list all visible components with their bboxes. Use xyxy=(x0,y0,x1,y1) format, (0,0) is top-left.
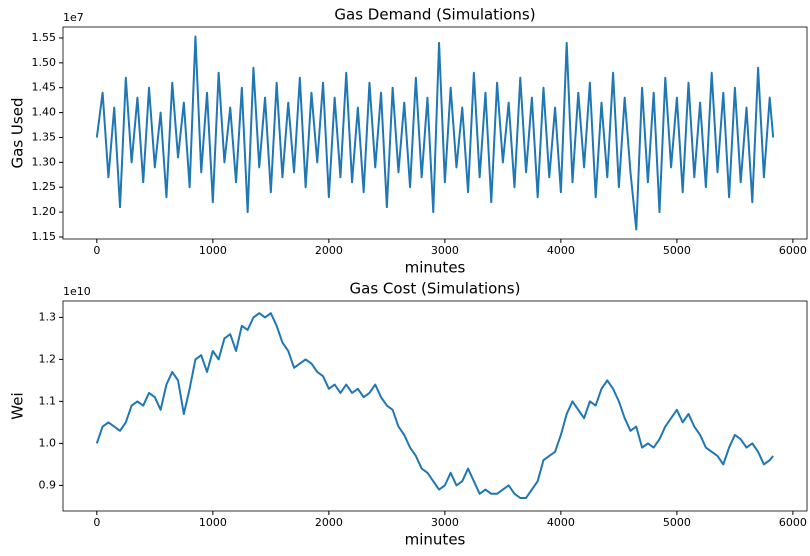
x-tick-label: 4000 xyxy=(547,516,575,529)
y-tick-label: 1.30 xyxy=(32,155,57,168)
axes-frame xyxy=(62,26,808,240)
chart-title: Gas Demand (Simulations) xyxy=(334,6,535,24)
y-tick-label: 1.25 xyxy=(32,180,57,193)
y-tick-label: 0.9 xyxy=(39,478,57,491)
y-tick-label: 1.35 xyxy=(32,130,57,143)
y-tick-label: 1.40 xyxy=(32,106,57,119)
y-tick-label: 1.50 xyxy=(32,56,57,69)
y-offset-label: 1e7 xyxy=(63,11,84,24)
x-tick-label: 1000 xyxy=(199,516,227,529)
data-line xyxy=(95,35,775,231)
x-axis-label: minutes xyxy=(405,531,466,549)
x-tick-label: 1000 xyxy=(199,244,227,257)
x-tick-label: 3000 xyxy=(431,244,459,257)
x-tick-label: 6000 xyxy=(779,516,807,529)
y-offset-label: 1e10 xyxy=(63,285,91,298)
x-tick-label: 0 xyxy=(93,516,100,529)
y-tick-label: 1.1 xyxy=(39,394,57,407)
y-tick-label: 1.15 xyxy=(32,230,57,243)
x-tick-label: 5000 xyxy=(663,244,691,257)
x-tick-label: 2000 xyxy=(315,244,343,257)
x-tick-label: 2000 xyxy=(315,516,343,529)
data-line xyxy=(95,312,774,499)
y-tick-label: 1.55 xyxy=(32,31,57,44)
y-tick-label: 1.45 xyxy=(32,81,57,94)
x-tick-label: 0 xyxy=(93,244,100,257)
y-tick-label: 1.20 xyxy=(32,205,57,218)
x-axis-label: minutes xyxy=(405,259,466,277)
chart-title: Gas Cost (Simulations) xyxy=(350,280,521,298)
x-tick-label: 6000 xyxy=(779,244,807,257)
x-tick-label: 3000 xyxy=(431,516,459,529)
y-tick-label: 1.3 xyxy=(39,310,57,323)
x-tick-label: 4000 xyxy=(547,244,575,257)
x-tick-label: 5000 xyxy=(663,516,691,529)
y-tick-label: 1.0 xyxy=(39,436,57,449)
axes-frame xyxy=(62,300,808,512)
y-axis-label: Wei xyxy=(9,392,27,419)
y-tick-label: 1.2 xyxy=(39,352,57,365)
y-axis-label: Gas Used xyxy=(9,98,27,169)
